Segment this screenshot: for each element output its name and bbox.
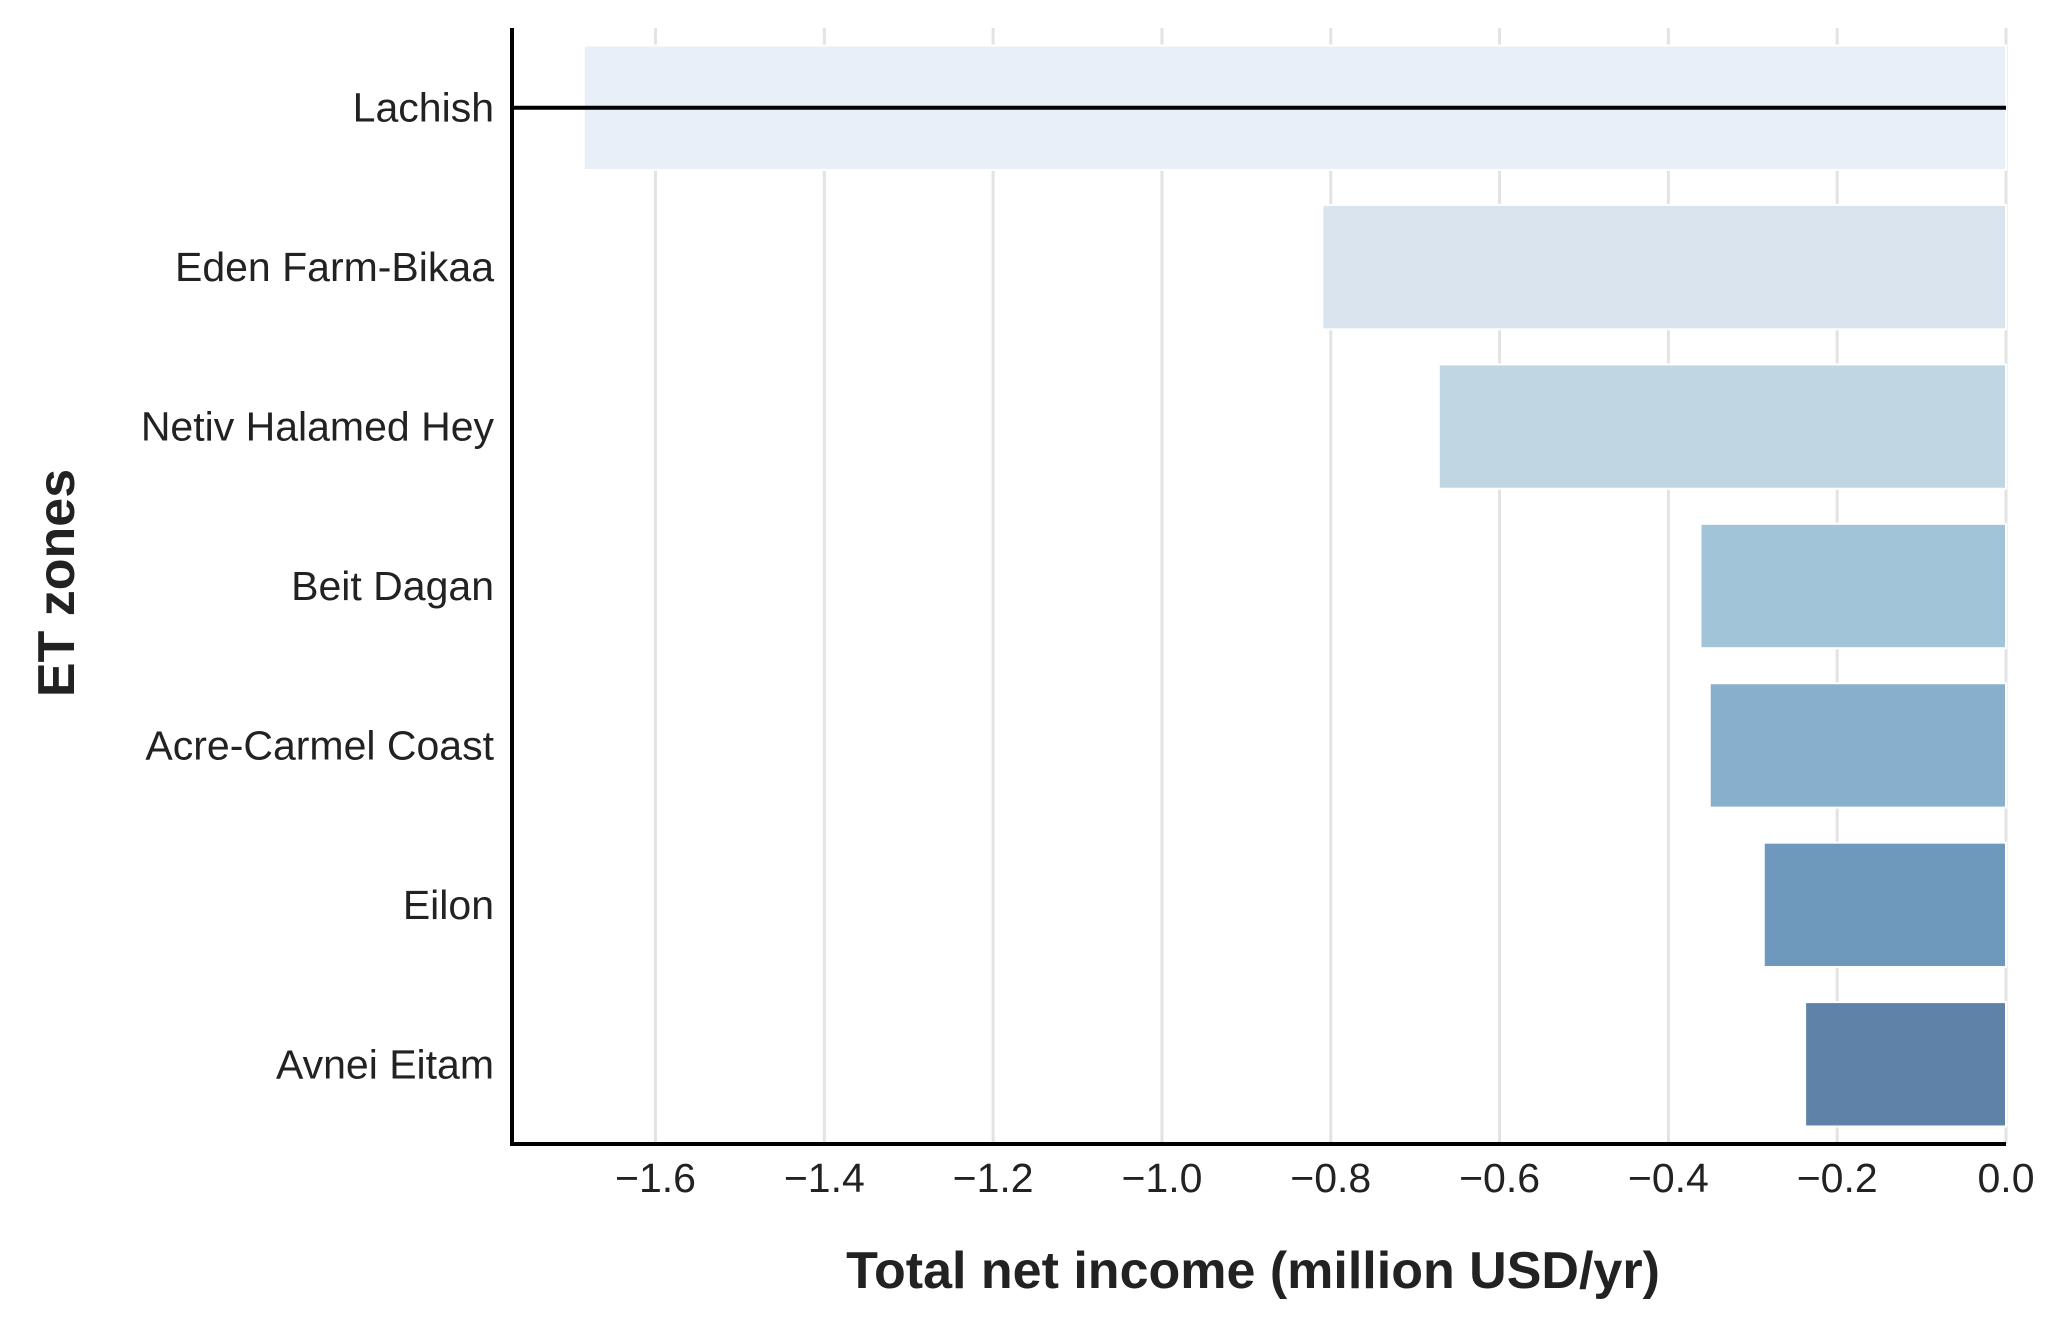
- x-tick-label: −1.6: [615, 1155, 696, 1201]
- x-tick-label: −1.2: [953, 1155, 1034, 1201]
- bar: [1321, 203, 2007, 331]
- x-tick-label: −0.4: [1628, 1155, 1709, 1201]
- y-category-label: Eilon: [403, 882, 494, 928]
- y-category-label: Avnei Eitam: [276, 1041, 494, 1087]
- axes: [510, 28, 2006, 1146]
- bar: [1699, 522, 2008, 650]
- y-category-label: Beit Dagan: [291, 563, 494, 609]
- y-category-label: Acre-Carmel Coast: [145, 722, 494, 768]
- y-category-label: Lachish: [353, 85, 494, 131]
- bar: [1437, 363, 2008, 490]
- x-axis-title: Total net income (million USD/yr): [846, 1242, 1660, 1300]
- bar: [1762, 841, 2008, 969]
- x-tick-label: −1.4: [784, 1155, 865, 1201]
- x-tick-label: −0.6: [1459, 1155, 1540, 1201]
- bars: [582, 44, 2008, 1128]
- bar: [1804, 1001, 2007, 1128]
- x-tick-label: −0.2: [1797, 1155, 1878, 1201]
- y-category-label: Netiv Halamed Hey: [141, 404, 495, 450]
- x-tick-label: 0.0: [1978, 1155, 2035, 1201]
- x-tick-label: −1.0: [1121, 1155, 1202, 1201]
- bar: [1708, 682, 2007, 809]
- y-category-label: Eden Farm-Bikaa: [175, 244, 494, 290]
- y-axis-title: ET zones: [28, 469, 86, 697]
- x-tick-label: −0.8: [1290, 1155, 1371, 1201]
- labels: −1.6 −1.4 −1.2 −1.0 −0.8 −0.6 −0.4 −0.2 0.0 Lachi…: [141, 85, 2035, 1201]
